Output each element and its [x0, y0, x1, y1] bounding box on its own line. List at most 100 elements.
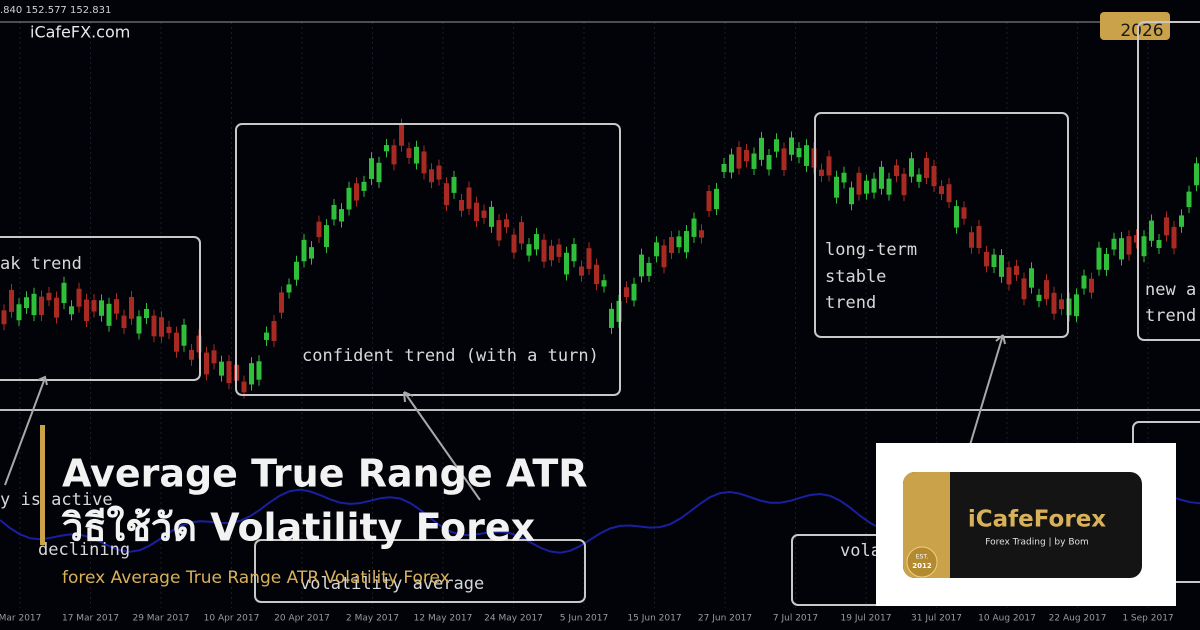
candle [1044, 280, 1049, 300]
candle [519, 222, 524, 244]
annotation: trend [1145, 306, 1196, 326]
candle [69, 306, 74, 315]
candle [744, 149, 749, 162]
candle [856, 172, 862, 195]
candle [151, 315, 157, 337]
candle [1074, 294, 1079, 317]
candle [1119, 238, 1124, 260]
price-readout: .840 152.577 152.831 [0, 5, 111, 16]
date-label: 24 May 2017 [484, 614, 543, 624]
candle [1104, 254, 1109, 270]
annotation: stable [825, 267, 886, 287]
candle [646, 262, 652, 276]
candle [24, 297, 29, 309]
candle [106, 303, 112, 326]
candle [301, 239, 307, 262]
candle [1134, 235, 1139, 243]
candle [511, 234, 517, 253]
candle [594, 264, 599, 285]
candle [114, 299, 119, 314]
candle [684, 231, 689, 253]
candle [691, 218, 697, 237]
logo-name: iCafeForex [968, 507, 1106, 533]
candle [166, 326, 172, 334]
headline: วิธีใช้วัด Volatility Forex [61, 506, 535, 550]
candle [414, 146, 419, 164]
candle [496, 220, 502, 241]
candle [489, 206, 494, 227]
arrows [4, 334, 1006, 501]
candle [144, 308, 149, 319]
candle [766, 154, 772, 170]
candle [189, 349, 194, 360]
date-label: Mar 2017 [0, 614, 41, 624]
candle [331, 204, 337, 220]
candle [571, 244, 577, 262]
annotation: volatility average [300, 574, 484, 594]
candle [781, 148, 787, 171]
year: 2026 [1120, 21, 1163, 41]
candle [1081, 275, 1087, 289]
candle [886, 178, 892, 195]
candle [586, 248, 592, 269]
candle [324, 225, 329, 248]
annotation: confident trend (with a turn) [302, 346, 599, 366]
candle [354, 183, 359, 201]
date-label: 7 Jul 2017 [773, 614, 818, 624]
annotation: long-term [825, 240, 917, 260]
candle [459, 199, 464, 211]
candle [849, 187, 854, 205]
candle [834, 176, 839, 198]
candle [961, 207, 967, 219]
candle [1149, 220, 1154, 241]
date-axis: Mar 2017 17 Mar 2017 29 Mar 2017 10 Apr 201… [0, 614, 1174, 624]
candle [294, 261, 299, 280]
candle [1096, 247, 1102, 270]
date-label: 15 Jun 2017 [627, 614, 681, 624]
date-label: 29 Mar 2017 [132, 614, 189, 624]
candle [31, 293, 37, 316]
date-label: 1 Sep 2017 [1122, 614, 1173, 624]
logo-tagline: Forex Trading | by Bom [985, 538, 1089, 548]
annotation: vola [840, 541, 881, 561]
candle [526, 244, 532, 256]
candle [1051, 292, 1057, 314]
candle [841, 172, 847, 183]
annotation-box [0, 236, 201, 381]
date-label: 22 Aug 2017 [1049, 614, 1107, 624]
candle [1141, 236, 1147, 257]
candle [369, 158, 374, 179]
candle [624, 287, 629, 297]
candle [279, 292, 284, 313]
candle [1194, 163, 1199, 186]
candle [894, 165, 899, 177]
candle [774, 139, 779, 152]
candle [916, 174, 922, 182]
annotation: trend [825, 293, 876, 313]
candle [399, 124, 404, 146]
candle [601, 280, 607, 287]
candle [1014, 265, 1019, 275]
candle [871, 178, 877, 193]
candle [1186, 191, 1192, 208]
candle [714, 188, 719, 210]
candle [474, 202, 479, 222]
candle [249, 363, 254, 385]
candle [991, 254, 997, 268]
candle [61, 282, 67, 304]
candle [339, 209, 344, 222]
annotation-box [235, 123, 621, 396]
candle [721, 163, 727, 173]
annotation-box [254, 539, 586, 603]
candle [819, 169, 824, 176]
candle [406, 148, 412, 158]
candle [46, 292, 52, 301]
candle [541, 239, 547, 262]
date-label: 27 Jun 2017 [698, 614, 752, 624]
candle [999, 255, 1004, 277]
candle [376, 162, 382, 183]
candle [901, 173, 907, 196]
candle [504, 219, 509, 228]
candle [631, 283, 637, 301]
